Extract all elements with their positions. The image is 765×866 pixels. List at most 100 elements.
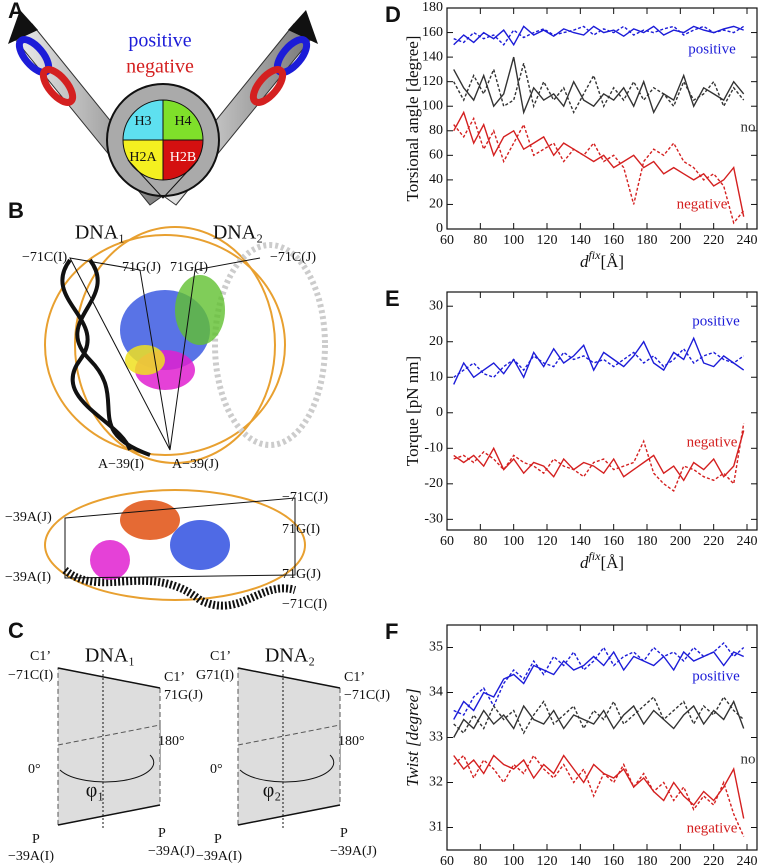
y-tick-label: 35 [429,640,443,655]
x-tick-label: 180 [637,534,658,549]
panel-label: C [8,618,24,643]
x-tick-label: 80 [473,854,487,866]
positive-label: positive [128,30,191,52]
y-axis-label: Torsional angle [degree] [403,36,422,202]
residue-label: A−39(J) [172,457,219,472]
angle-label: 0° [210,762,223,777]
vector [57,804,161,826]
y-tick-label: 180 [422,0,443,15]
x-axis-label: dfix[Å] [580,549,624,572]
y-tick-label: 40 [429,172,443,187]
residue-label: −71C(J) [270,250,316,265]
atom-label: −39A(J) [148,844,195,859]
x-tick-label: 120 [537,854,558,866]
atom-label: P [158,826,166,841]
protein [125,345,165,375]
histone-label: H2A [129,150,157,165]
v-line [127,159,199,199]
plot-frame [446,7,758,230]
y-tick-label: -30 [424,512,443,527]
x-tick-label: 120 [537,534,558,549]
histone-label: H2B [170,150,196,165]
residue-label: −39A(I) [5,570,51,585]
dna-backbone [44,234,286,456]
y-tick-label: 60 [429,148,443,163]
dna-label: DNA₂ [213,222,263,244]
residue-label: A−39(I) [98,457,144,472]
x-tick-label: 240 [737,534,758,549]
x-tick-label: 160 [603,534,624,549]
protein [120,500,180,540]
atom-label: −39A(I) [196,849,242,864]
plot-frame [446,291,758,531]
y-tick-label: -20 [424,476,443,491]
x-label-sup: fix [588,549,601,563]
atom-label: G71(I) [196,668,234,683]
atom-label: P [340,826,348,841]
atom-label: P [32,832,40,847]
dna-helix [62,566,297,610]
x-label-unit: [Å] [600,252,624,271]
dna-label: DNA₂ [265,645,315,667]
x-axis-label: dfix[Å] [580,248,624,271]
residue-label: −71C(J) [282,490,328,505]
x-tick-label: 240 [737,854,758,866]
x-label-base: d [580,553,589,572]
series-label: negative [687,434,738,450]
x-tick-label: 160 [603,854,624,866]
atom-label: −39A(I) [8,849,54,864]
y-tick-label: 34 [429,685,443,700]
vector [57,667,161,689]
vector [237,804,341,826]
series-line [453,347,745,379]
phi-label: φ₁ [86,780,105,802]
dna-backbone [44,489,306,601]
angle-label: 0° [28,762,41,777]
y-axis-label: Twist [degree] [403,688,422,787]
series-label: no [741,119,756,135]
y-tick-label: 32 [429,775,443,790]
twist-arrow [39,66,77,106]
x-tick-label: 60 [440,534,454,549]
atom-label: −71C(I) [8,668,54,683]
x-tick-label: 60 [440,854,454,866]
protein [170,520,230,570]
protein [90,540,130,580]
series-line [453,754,745,819]
residue-label: −71C(I) [282,597,328,612]
y-tick-label: 0 [436,405,443,420]
plane [237,724,341,826]
protein [175,275,225,345]
series-line [453,423,745,492]
chart: D 0 20 40 60 80 100 120 140 160 180 60 80 100 120 140 16… [385,0,758,271]
panel-c: C C1’ −71C(I) DNA₁ C1’ 71G(J) 180° 0° φ₁… [8,618,390,864]
phi-label: φ₂ [263,780,282,802]
atom-label: C1’ [30,649,51,664]
series-label: negative [677,196,728,212]
frame-line [64,497,296,579]
panel-a: A positive negative H3 H4 H2A H2B [8,0,318,206]
histone [162,99,204,141]
residue-label: 71G(J) [282,567,321,582]
dna-label: DNA₁ [75,222,125,244]
series-line [453,25,745,46]
y-tick-label: 0 [436,221,443,236]
x-tick-label: 240 [737,233,758,248]
x-label-base: d [580,252,589,271]
dna-ghost [212,242,328,448]
panel-label: E [385,286,400,311]
panel-label: B [8,198,24,223]
x-tick-label: 220 [703,233,724,248]
x-tick-label: 60 [440,233,454,248]
histone-label: H4 [174,114,191,129]
series-line [453,56,745,115]
dna-backbone [74,226,276,464]
residue-label: 71G(I) [282,522,320,537]
atom-label: −39A(J) [330,844,377,859]
atom-label: C1’ [164,670,185,685]
arrow-head [8,10,38,44]
arrow-head [288,10,318,44]
series-label: no [741,751,756,767]
x-tick-label: 100 [503,854,524,866]
